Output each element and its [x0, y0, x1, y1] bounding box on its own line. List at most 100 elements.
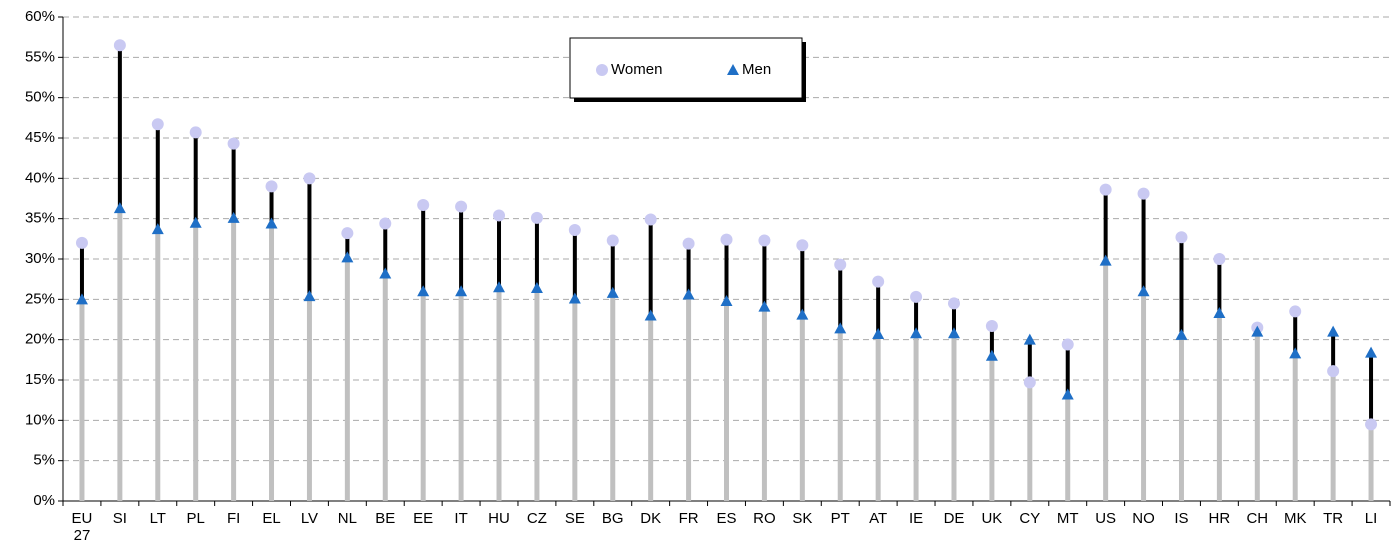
x-tick-label: BE	[375, 510, 396, 527]
gap-bar	[1103, 189, 1108, 261]
women-marker	[682, 237, 695, 250]
y-tick-label: 5%	[33, 452, 55, 469]
women-marker	[1289, 305, 1302, 318]
base-bar	[799, 314, 805, 501]
women-marker	[796, 239, 809, 252]
women-marker	[910, 290, 923, 303]
gap-bar	[876, 281, 881, 335]
women-marker	[644, 213, 657, 226]
x-tick-label: EL	[262, 510, 281, 527]
base-bar	[193, 222, 199, 501]
men-marker	[910, 327, 923, 339]
x-tick-label: PL	[186, 510, 205, 527]
women-marker	[985, 319, 998, 332]
gap-bar	[269, 186, 274, 224]
base-bar	[1141, 291, 1147, 501]
women-marker	[113, 39, 126, 52]
men-marker	[151, 223, 164, 235]
x-tick-label: DK	[640, 510, 662, 527]
gap-bar	[345, 233, 350, 258]
men-marker	[341, 251, 354, 263]
x-tick-label: DE	[943, 510, 965, 527]
base-bar	[761, 306, 767, 501]
base-bar	[306, 296, 312, 501]
gap-bar	[117, 45, 122, 209]
legend-box	[569, 37, 803, 99]
men-marker	[720, 294, 733, 306]
men-marker	[834, 322, 847, 334]
legend-label: Women	[611, 61, 662, 78]
gap-bar	[1027, 339, 1032, 383]
gap-bar	[231, 143, 236, 218]
gap-bar	[1141, 193, 1146, 292]
x-tick-label: PT	[830, 510, 850, 527]
men-marker	[1251, 325, 1264, 337]
men-marker	[1061, 388, 1074, 400]
base-bar	[496, 287, 502, 501]
x-tick-label: US	[1095, 510, 1117, 527]
men-marker	[568, 292, 581, 304]
gap-bar	[610, 240, 615, 293]
women-marker	[189, 126, 202, 139]
x-tick-label: SE	[564, 510, 585, 527]
men-marker	[227, 211, 240, 223]
x-tick-label: NL	[337, 510, 357, 527]
x-tick-label: EE	[413, 510, 434, 527]
women-marker	[455, 200, 468, 213]
gap-bar	[421, 204, 426, 292]
women-marker	[75, 236, 88, 249]
men-marker	[758, 300, 771, 312]
gap-bar	[497, 215, 502, 288]
x-tick-label: CZ	[526, 510, 547, 527]
base-bar	[572, 298, 578, 501]
women-marker	[834, 258, 847, 271]
men-marker	[417, 285, 430, 297]
x-tick-label: FR	[678, 510, 699, 527]
gap-bar	[914, 296, 919, 334]
legend: Women Men	[569, 37, 806, 102]
men-marker	[189, 216, 202, 228]
x-tick-label: MT	[1056, 510, 1079, 527]
x-tick-label: LV	[300, 510, 319, 527]
gap-bar	[572, 229, 577, 299]
women-marker	[1213, 253, 1226, 265]
men-marker	[985, 349, 998, 361]
men-marker	[75, 293, 88, 305]
base-bar	[1027, 382, 1033, 501]
base-bar	[1065, 394, 1071, 501]
men-marker	[113, 202, 126, 214]
men-marker	[796, 308, 809, 320]
base-bar	[79, 299, 85, 501]
women-marker	[530, 211, 543, 224]
women-marker	[265, 180, 278, 193]
y-tick-label: 55%	[25, 48, 55, 65]
gap-bar	[1331, 331, 1336, 372]
women-marker	[303, 172, 316, 185]
gap-bar	[686, 243, 691, 295]
x-tick-label: IE	[908, 510, 924, 527]
x-tick-label: MK	[1283, 510, 1307, 527]
y-tick-label: 15%	[25, 371, 55, 388]
men-marker	[872, 328, 885, 340]
gap-bar	[307, 178, 312, 297]
x-tick-label: CY	[1019, 510, 1041, 527]
base-bar	[382, 273, 388, 501]
men-marker	[1289, 347, 1302, 359]
base-bar	[610, 292, 616, 501]
y-tick-label: 50%	[25, 89, 55, 106]
x-tick-label: BG	[601, 510, 624, 527]
x-tick-label: CH	[1246, 510, 1269, 527]
base-bar	[1330, 371, 1336, 501]
women-marker	[947, 297, 960, 310]
x-tick-label: NO	[1132, 510, 1155, 527]
base-bar	[1254, 331, 1260, 501]
base-bar	[155, 229, 161, 502]
base-bar	[1216, 313, 1222, 501]
women-marker	[1061, 338, 1074, 351]
base-bar	[1368, 424, 1374, 501]
y-tick-label: 20%	[25, 331, 55, 348]
x-tick-label: TR	[1323, 510, 1344, 527]
gap-bar	[800, 245, 805, 315]
base-bar	[951, 333, 957, 501]
